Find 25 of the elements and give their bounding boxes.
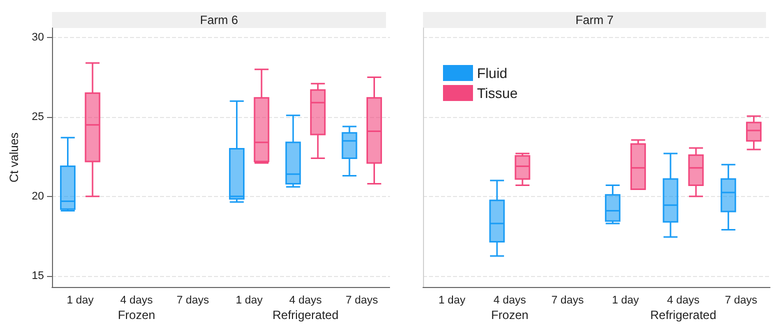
y-axis-title: Ct values	[7, 132, 21, 183]
x-tick-label: 7 days	[724, 294, 758, 306]
legend-label: Tissue	[477, 85, 518, 101]
x-tick-label: 1 day	[612, 294, 640, 306]
x-tick-label: 1 day	[438, 294, 466, 306]
x-tick-label: 4 days	[494, 294, 526, 306]
y-tick-label: 15	[32, 270, 44, 282]
text: Refrigerated	[650, 308, 716, 322]
x-tick-label: 7 days	[551, 294, 584, 306]
text: Frozen	[491, 308, 528, 322]
y-tick-label: 20	[32, 190, 44, 202]
x-tick-label: 1 day	[236, 294, 264, 306]
x-tick-label: 7 days	[346, 294, 379, 306]
y-tick-label: 30	[32, 32, 44, 44]
y-tick-label: 25	[32, 110, 44, 123]
x-tick-label: 4 days	[667, 294, 700, 306]
text: Refrigerated	[272, 308, 339, 322]
x-tick-label: 4 days	[120, 294, 154, 306]
legend-label: Fluid	[477, 65, 508, 81]
chart-title: Farm 7	[423, 12, 766, 28]
text: Frozen	[118, 308, 156, 322]
x-tick-label: 1 day	[66, 294, 94, 306]
x-tick-label: 4 days	[289, 294, 322, 306]
x-tick-label: 7 days	[176, 294, 210, 306]
chart-title: Farm 6	[52, 12, 386, 28]
